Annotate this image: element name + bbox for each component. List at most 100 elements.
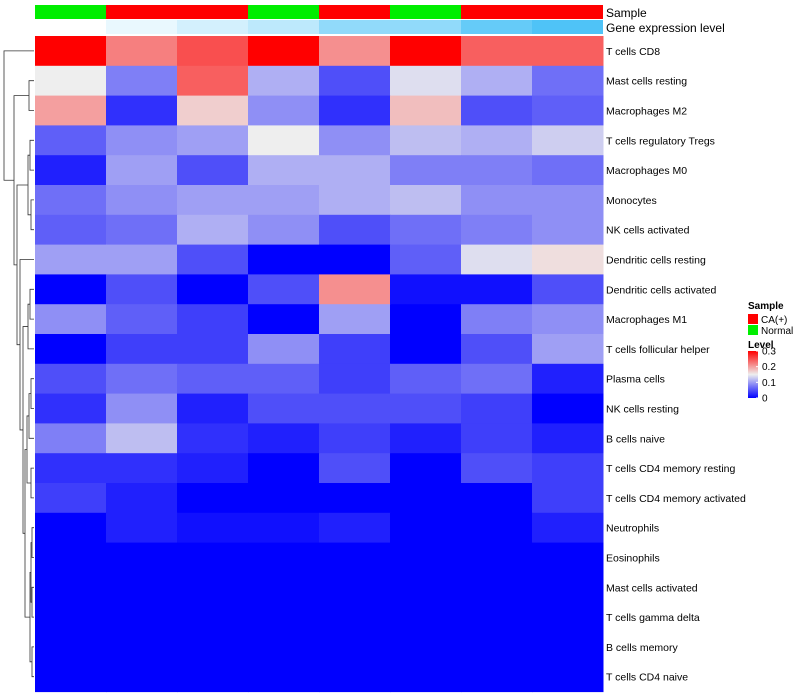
sample-annotation-cell — [106, 5, 177, 19]
heatmap-cell — [177, 602, 249, 633]
heatmap-cell — [390, 542, 462, 573]
heatmap-cell — [106, 572, 178, 603]
row-label: T cells CD4 memory resting — [606, 463, 735, 475]
heatmap-cell — [532, 363, 604, 395]
heatmap-cell — [532, 334, 604, 365]
dendrogram-branch — [28, 393, 34, 439]
heatmap-cell — [319, 95, 391, 126]
heatmap-cell — [248, 95, 320, 126]
heatmap-cell — [248, 304, 320, 335]
heatmap-cell — [319, 512, 391, 544]
heatmap-cell — [248, 512, 320, 544]
dendrogram-branch — [29, 139, 34, 171]
sample-annotation-bar — [35, 5, 603, 19]
heatmap-cell — [35, 36, 107, 67]
heatmap-cell — [106, 274, 178, 305]
legend-sample-label: CA(+) — [761, 315, 787, 326]
sample-annotation-cell — [461, 5, 532, 19]
heatmap-cell — [461, 36, 533, 67]
gene-expression-annotation-cell — [248, 20, 319, 34]
heatmap-cell — [35, 244, 107, 275]
dendrogram-branch — [30, 199, 34, 231]
row-label: Macrophages M2 — [606, 106, 687, 118]
sample-annotation-cell — [177, 5, 248, 19]
heatmap-cell — [461, 602, 533, 633]
heatmap-cell — [390, 334, 462, 365]
heatmap-cell — [177, 334, 249, 365]
dendrogram-branch — [24, 449, 30, 618]
row-labels: T cells CD8 Mast cells resting Macrophages… — [606, 46, 746, 684]
heatmap-cell — [177, 185, 249, 216]
heatmap-cell — [390, 274, 462, 305]
heatmap-cell — [248, 542, 320, 573]
dendrogram-branch — [30, 467, 34, 499]
row-label: T cells regulatory Tregs — [606, 135, 715, 147]
gene-expression-annotation-label: Gene expression level — [606, 21, 725, 35]
dendrogram-branch — [27, 154, 31, 216]
heatmap-cell — [390, 125, 462, 156]
row-label: NK cells activated — [606, 225, 690, 237]
heatmap-cell — [35, 65, 107, 97]
heatmap-cell — [390, 661, 462, 693]
row-label: B cells memory — [606, 642, 679, 654]
heatmap-cell — [319, 244, 391, 275]
heatmap-cell — [390, 36, 462, 67]
heatmap-cell — [532, 95, 604, 126]
heatmap-cell — [106, 334, 178, 365]
legend-level-tick-label: 0 — [762, 394, 768, 405]
heatmap-cell — [461, 274, 533, 305]
heatmap-cell — [532, 423, 604, 454]
heatmap-cell — [461, 304, 533, 335]
heatmap-cell — [35, 512, 107, 544]
row-label: Eosinophils — [606, 553, 660, 565]
heatmap-cell — [106, 512, 178, 544]
dendrogram-branch — [29, 288, 34, 320]
row-label: Macrophages M1 — [606, 314, 687, 326]
heatmap-cell — [177, 214, 249, 246]
heatmap-cell — [177, 95, 249, 126]
heatmap-cell — [461, 512, 533, 544]
dendrogram-branch — [27, 303, 34, 350]
dendrogram-branch — [19, 259, 34, 431]
dendrogram-branch — [16, 184, 28, 346]
heatmap-cell — [248, 661, 320, 693]
heatmap-cell — [532, 453, 604, 484]
heatmap-cell — [461, 214, 533, 246]
row-label: Dendritic cells activated — [606, 284, 716, 296]
heatmap-cell — [177, 155, 249, 186]
heatmap-cell — [390, 304, 462, 335]
heatmap-cell — [319, 661, 391, 693]
heatmap-cell — [390, 602, 462, 633]
dendrogram-branch — [31, 527, 34, 558]
heatmap-cell — [319, 185, 391, 216]
heatmap-cells — [35, 36, 604, 693]
dendrogram-branch — [31, 646, 34, 678]
gene-expression-annotation-cell — [35, 20, 106, 34]
heatmap-cell — [248, 334, 320, 365]
heatmap-cell — [106, 125, 178, 156]
heatmap-cell — [532, 244, 604, 275]
heatmap-cell — [106, 602, 178, 633]
heatmap-cell — [532, 542, 604, 573]
row-label: Mast cells resting — [606, 76, 687, 88]
heatmap-cell — [532, 125, 604, 156]
heatmap-cell — [319, 423, 391, 454]
sample-annotation-cell — [390, 5, 461, 19]
heatmap-cell — [532, 483, 604, 514]
heatmap-cell — [248, 244, 320, 275]
heatmap-cell — [319, 632, 391, 663]
heatmap-cell — [106, 542, 178, 573]
heatmap-cell — [248, 393, 320, 424]
heatmap-cell — [461, 393, 533, 424]
row-label: Dendritic cells resting — [606, 255, 706, 267]
legend-level-tick-label: 0.2 — [762, 362, 776, 373]
heatmap-cell — [390, 393, 462, 424]
heatmap-cell — [248, 274, 320, 305]
heatmap-cell — [177, 542, 249, 573]
heatmap-cell — [319, 363, 391, 395]
heatmap-cell — [106, 661, 178, 693]
heatmap-cell — [390, 244, 462, 275]
heatmap-cell — [319, 483, 391, 514]
heatmap-cell — [106, 363, 178, 395]
